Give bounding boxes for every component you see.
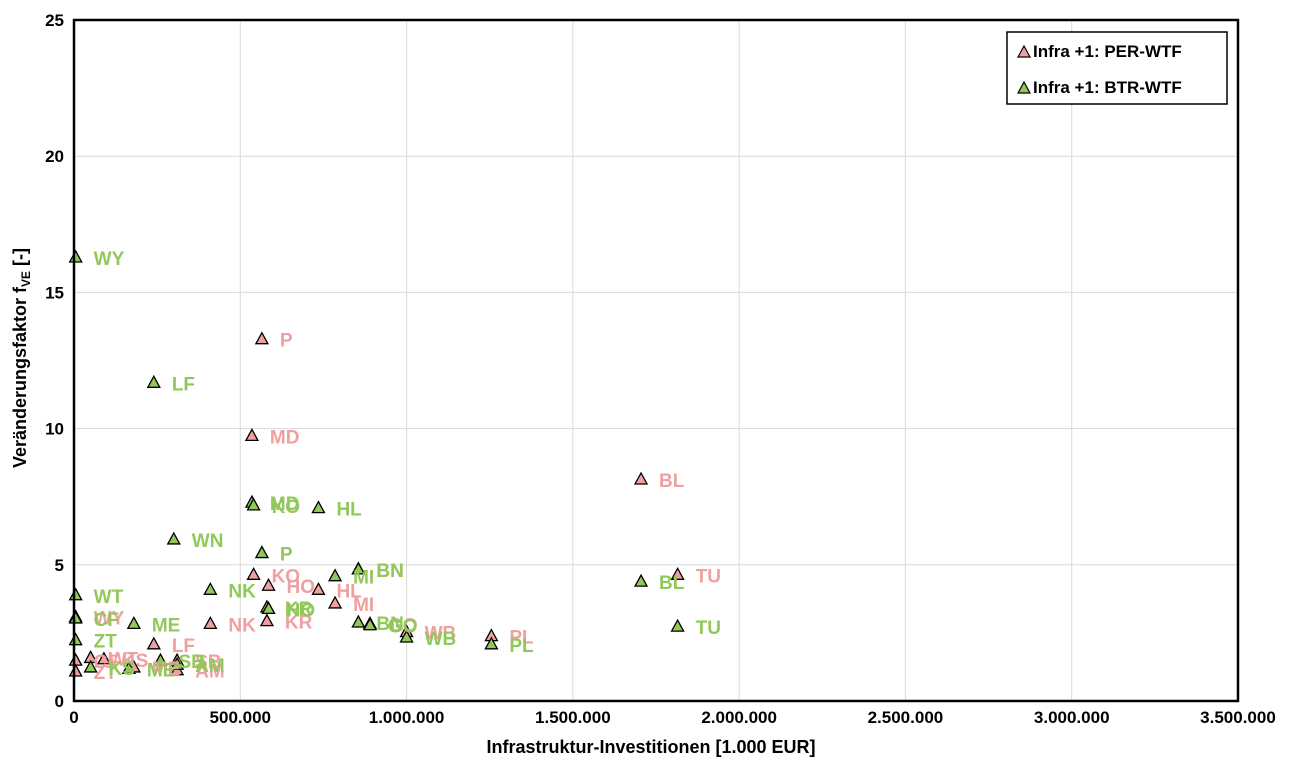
legend-label-per-wtf: Infra +1: PER-WTF <box>1033 42 1182 61</box>
x-axis-title: Infrastruktur-Investitionen [1.000 EUR] <box>486 737 815 757</box>
y-tick-label: 25 <box>45 11 64 30</box>
data-label: NK <box>228 615 256 636</box>
data-label: LF <box>172 374 195 395</box>
y-tick-labels: 0 5 10 15 20 25 <box>45 11 64 711</box>
y-tick-label: 10 <box>45 420 64 439</box>
data-point <box>256 547 268 558</box>
data-label: HO <box>287 600 316 621</box>
data-label: WN <box>192 531 224 552</box>
data-point <box>128 617 140 628</box>
y-axis-title-main: Veränderungsfaktor f <box>10 286 30 468</box>
data-label: KS <box>109 659 135 680</box>
x-tick-label: 1.000.000 <box>369 708 445 727</box>
data-label: ZT <box>94 632 118 653</box>
data-point <box>635 473 647 484</box>
data-points <box>70 251 684 676</box>
y-tick-label: 5 <box>55 556 64 575</box>
data-label: TU <box>696 618 721 639</box>
data-point <box>256 333 268 344</box>
data-point <box>148 638 160 649</box>
x-tick-label: 500.000 <box>210 708 271 727</box>
data-point <box>204 583 216 594</box>
data-label: WB <box>425 629 457 650</box>
x-tick-label: 0 <box>69 708 78 727</box>
x-tick-label: 3.000.000 <box>1034 708 1110 727</box>
data-point <box>168 533 180 544</box>
y-tick-label: 15 <box>45 283 64 302</box>
y-axis-title-subscript: VE <box>19 271 33 287</box>
data-point <box>70 251 82 262</box>
x-tick-label: 3.500.000 <box>1200 708 1276 727</box>
data-point <box>248 568 260 579</box>
y-tick-label: 0 <box>55 692 64 711</box>
data-label: ME <box>147 660 176 681</box>
legend: Infra +1: PER-WTF Infra +1: BTR-WTF <box>1007 32 1227 104</box>
x-tick-labels: 0 500.000 1.000.000 1.500.000 2.000.000 2.500… <box>69 708 1276 727</box>
data-point <box>204 617 216 628</box>
data-label: BL <box>659 471 685 492</box>
y-tick-label: 20 <box>45 147 64 166</box>
data-label: P <box>280 545 293 566</box>
data-label: ME <box>152 615 181 636</box>
data-point <box>148 376 160 387</box>
data-point <box>312 502 324 513</box>
data-label: GO <box>388 617 418 638</box>
data-label: MD <box>270 427 300 448</box>
data-point <box>70 589 82 600</box>
data-label: MI <box>353 568 374 589</box>
data-point <box>70 654 82 665</box>
data-point <box>635 575 647 586</box>
data-label: WT <box>94 587 124 608</box>
y-axis-title-suffix: [-] <box>10 248 30 271</box>
data-point <box>672 620 684 631</box>
data-label: TU <box>696 566 721 587</box>
data-label: HL <box>336 500 362 521</box>
data-point <box>246 429 258 440</box>
data-label: WY <box>94 249 125 270</box>
data-point <box>352 616 364 627</box>
data-point <box>70 634 82 645</box>
x-tick-label: 2.500.000 <box>868 708 944 727</box>
data-label: P <box>280 331 293 352</box>
data-label: AM <box>195 656 225 677</box>
data-point <box>70 665 82 676</box>
data-label: CF <box>94 610 119 631</box>
data-point <box>329 570 341 581</box>
data-point <box>261 615 273 626</box>
data-label: HO <box>287 577 316 598</box>
data-label: BL <box>659 573 685 594</box>
data-label: PL <box>509 636 534 657</box>
data-label: KO <box>272 497 301 518</box>
x-tick-label: 2.000.000 <box>701 708 777 727</box>
y-axis-title: Veränderungsfaktor fVE [-] <box>10 248 33 468</box>
data-label: NK <box>228 581 256 602</box>
data-label: MI <box>353 595 374 616</box>
data-label: BN <box>376 561 403 582</box>
x-tick-label: 1.500.000 <box>535 708 611 727</box>
legend-label-btr-wtf: Infra +1: BTR-WTF <box>1033 78 1182 97</box>
point-labels: PMDBLTUBNKOHO HLMIWY NK KR GO WB PLLFCFWTKS SBM… <box>94 249 721 684</box>
